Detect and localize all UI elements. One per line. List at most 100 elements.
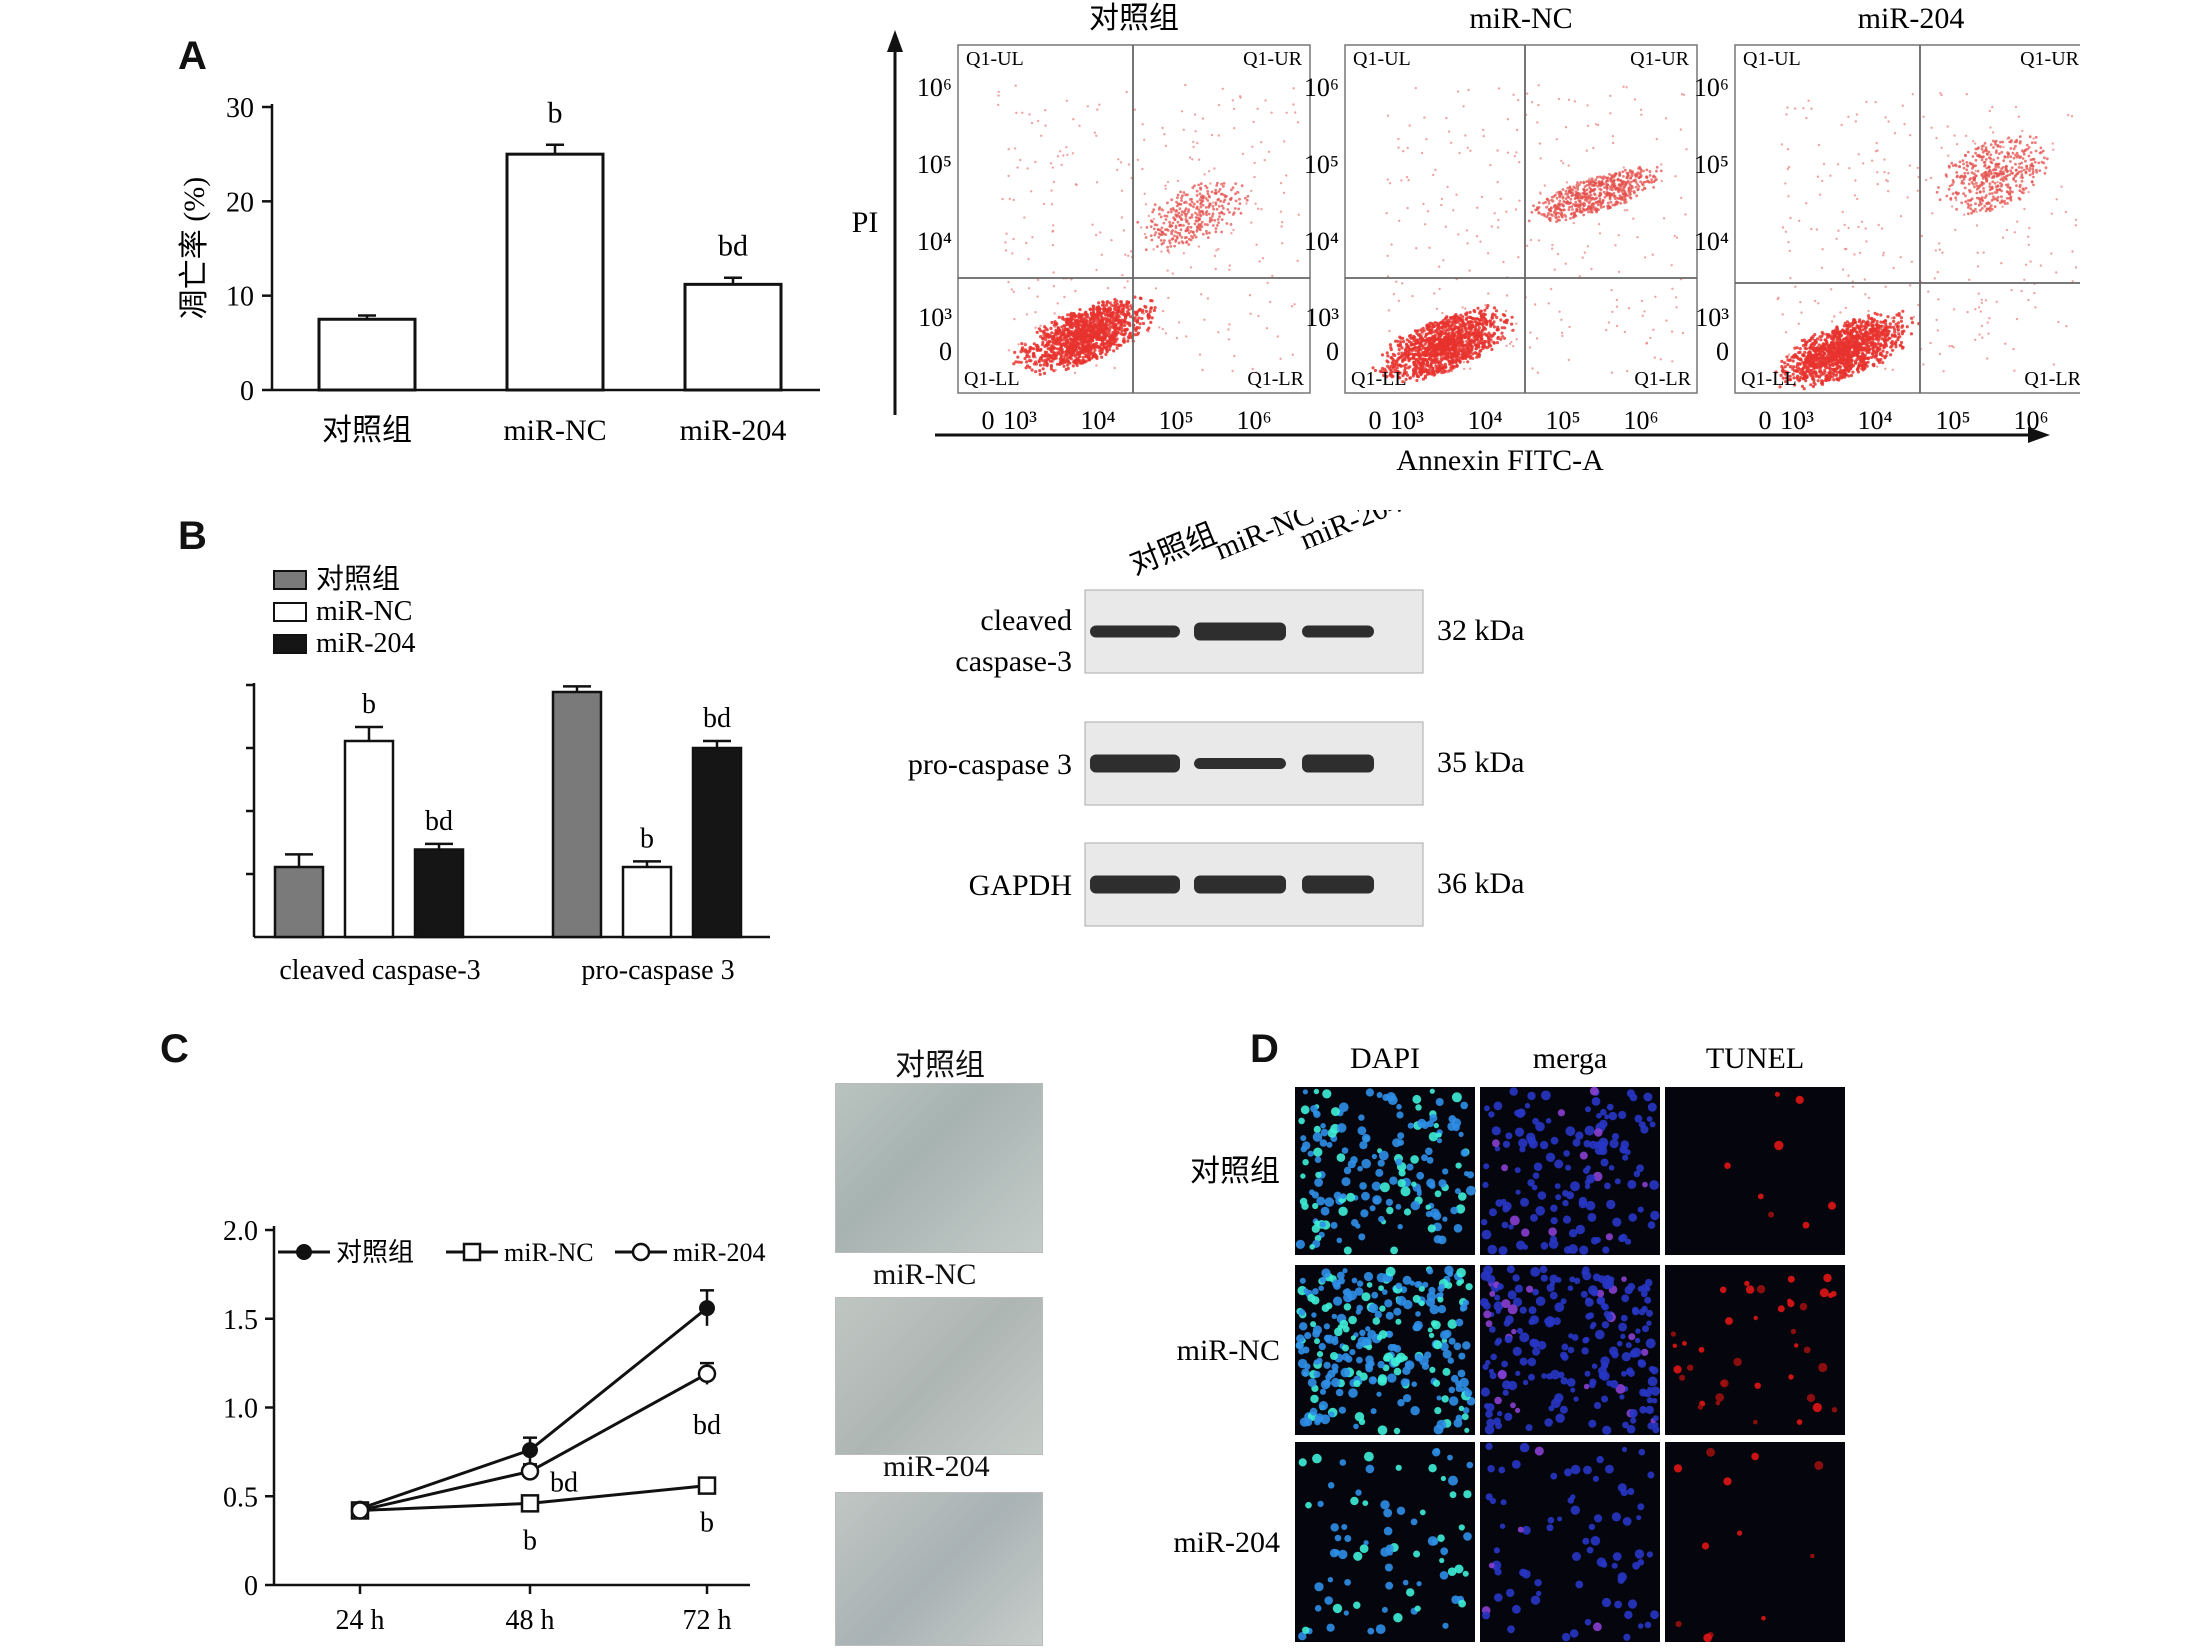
flow-event-point <box>1591 203 1594 206</box>
flow-event-point <box>1063 361 1066 364</box>
flow-event-point <box>1241 184 1244 187</box>
flow-event-point <box>1215 227 1218 230</box>
flow-event-point <box>1161 231 1164 234</box>
flow-event-point <box>1644 256 1646 258</box>
flow-event-point <box>1229 264 1231 266</box>
flow-event-point <box>1121 274 1123 276</box>
flow-event-point <box>1085 313 1088 316</box>
flow-event-point <box>1188 232 1191 235</box>
flow-event-point <box>1557 219 1560 222</box>
flow-event-point <box>1458 152 1460 154</box>
flow-event-point <box>1113 324 1116 327</box>
flow-event-point <box>1028 113 1030 115</box>
flow-event-point <box>1155 224 1158 227</box>
flow-event-point <box>1906 325 1909 328</box>
flow-event-point <box>1428 328 1431 331</box>
flow-event-point <box>1562 195 1565 198</box>
flow-event-point <box>1786 363 1789 366</box>
flow-event-point <box>1121 216 1123 218</box>
flow-event-point <box>1203 195 1206 198</box>
flow-event-point <box>1416 338 1419 341</box>
flow-event-point <box>1172 207 1175 210</box>
flow-event-point <box>1044 109 1046 111</box>
flow-event-point <box>1113 339 1116 342</box>
flow-event-point <box>1456 341 1459 344</box>
flow-event-point <box>1041 359 1044 362</box>
flow-event-point <box>1567 196 1570 199</box>
flow-event-point <box>1200 223 1203 226</box>
flow-event-point <box>1076 342 1079 345</box>
flow-event-point <box>1048 340 1051 343</box>
flow-event-point <box>1257 208 1259 210</box>
flow-event-point <box>1164 185 1166 187</box>
flow-event-point <box>1185 215 1188 218</box>
flow-event-point <box>1233 108 1235 110</box>
flow-event-point <box>1214 230 1217 233</box>
flow-event-point <box>1051 354 1054 357</box>
flow-event-point <box>1574 187 1577 190</box>
x-tick-label: 10⁵ <box>1545 406 1580 435</box>
flow-event-point <box>1656 166 1659 169</box>
flow-event-point <box>1550 217 1552 219</box>
flow-event-point <box>1586 104 1588 106</box>
flow-event-point <box>1152 248 1154 250</box>
flow-event-point <box>1254 203 1256 205</box>
x-tick-label: 10⁶ <box>1236 406 1271 435</box>
flow-event-point <box>1504 320 1507 323</box>
flow-event-point <box>1573 212 1576 215</box>
flow-event-point <box>997 94 999 96</box>
y-tick-label: 0 <box>939 337 952 366</box>
flow-event-point <box>1062 154 1064 156</box>
flow-event-point <box>1147 330 1149 332</box>
flow-event-point <box>1493 306 1496 309</box>
flow-event-point <box>1631 171 1634 174</box>
flow-event-point <box>1497 328 1500 331</box>
flow-event-point <box>1205 230 1208 233</box>
flow-event-point <box>1124 253 1126 255</box>
flow-event-point <box>1162 328 1164 330</box>
flow-event-point <box>1190 266 1192 268</box>
flow-event-point <box>1154 231 1157 234</box>
flow-event-point <box>1210 218 1212 220</box>
flow-event-point <box>1206 186 1209 189</box>
flow-event-point <box>1108 345 1111 348</box>
flow-event-point <box>1847 324 1850 327</box>
panel-label-c: C <box>160 1027 189 1072</box>
flow-event-point <box>1042 334 1044 336</box>
y-tick-label: 0 <box>1326 337 1339 366</box>
flow-event-point <box>1195 130 1197 132</box>
flow-event-point <box>1181 194 1184 197</box>
flow-event-point <box>1257 108 1259 110</box>
flow-event-point <box>1430 331 1433 334</box>
flow-event-point <box>1088 332 1090 334</box>
flow-event-point <box>1457 332 1460 335</box>
flow-event-point <box>1105 312 1108 315</box>
flow-event-point <box>1100 313 1103 316</box>
flow-event-point <box>1469 316 1472 319</box>
flow-event-point <box>1149 310 1152 313</box>
flow-event-point <box>1117 309 1120 312</box>
flow-event-point <box>1064 336 1067 339</box>
flow-event-point <box>1240 212 1243 215</box>
flow-event-point <box>1851 371 1854 374</box>
significance-label: bd <box>718 230 748 263</box>
flow-event-point <box>1609 198 1612 201</box>
flow-event-point <box>1121 308 1124 311</box>
flow-event-point <box>1162 310 1164 312</box>
flow-event-point <box>1495 309 1498 312</box>
flow-event-point <box>1684 213 1686 215</box>
flow-event-point <box>1057 302 1059 304</box>
flow-event-point <box>1571 208 1574 211</box>
flow-event-point <box>1187 243 1190 246</box>
flow-event-point <box>1448 334 1451 337</box>
flow-event-point <box>1432 371 1435 374</box>
flow-event-point <box>1599 198 1602 201</box>
flow-event-point <box>1578 183 1581 186</box>
flow-event-point <box>1552 199 1554 201</box>
flow-event-point <box>1108 348 1111 351</box>
flow-event-point <box>1061 164 1063 166</box>
flow-event-point <box>1502 261 1504 263</box>
flow-event-point <box>1441 355 1443 357</box>
flow-event-point <box>1117 344 1120 347</box>
flow-event-point <box>1092 344 1095 347</box>
